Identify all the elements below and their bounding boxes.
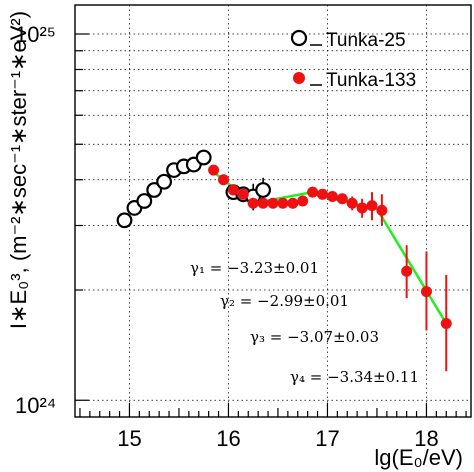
legend-marker-tunka-25 [290,29,308,47]
x-tick-label: 18 [414,426,438,451]
data-point-tunka-133 [401,265,413,277]
data-point-tunka-133 [277,197,289,209]
plot-frame [74,4,472,418]
legend-marker-tunka-133 [293,72,305,84]
data-point-tunka-133 [237,188,249,200]
y-axis-label: I∗E₀³, (m⁻²∗sec⁻¹∗ster⁻¹∗eV²) [6,11,31,329]
x-axis-label: lg(E₀/eV) [374,445,463,470]
data-point-tunka-133 [257,197,269,209]
data-point-tunka-133 [307,186,319,198]
x-tick-label: 17 [315,426,339,451]
data-point-tunka-25 [156,173,173,190]
data-point-tunka-25 [146,182,163,198]
legend-label-tunka-25: Tunka-25 [326,30,406,51]
data-point-tunka-133 [218,174,229,186]
axis-ticks: 15 16 17 18 [75,33,467,451]
data-point-tunka-25 [255,182,272,198]
data-point-tunka-133 [317,188,328,200]
data-point-tunka-25 [116,212,133,229]
annotation-gamma-3: γ₃ = −3.07±0.03 [250,328,379,346]
x-tick-label: 15 [117,426,141,451]
data-point-tunka-133 [287,197,299,209]
x-tick-label: 16 [216,426,240,451]
data-point-tunka-25 [136,193,153,209]
annotation-gamma-2: γ₂ = −2.99±0.01 [220,292,349,310]
data-point-tunka-25 [195,149,212,166]
data-point-tunka-133 [227,184,239,196]
legend-label-tunka-133: Tunka-133 [326,70,416,91]
data-point-tunka-133 [267,197,279,209]
annotation-gamma-4: γ₄ = −3.34±0.11 [290,368,419,386]
data-point-tunka-133 [356,202,368,214]
data-point-tunka-133 [420,286,432,298]
data-point-tunka-133 [346,197,358,209]
data-point-tunka-133 [440,318,452,330]
data-point-tunka-133 [336,193,348,205]
data-points [116,149,452,330]
data-point-tunka-133 [376,204,388,216]
data-point-tunka-133 [326,191,338,203]
data-point-tunka-133 [208,164,220,176]
y-tick-label-bottom: 10²⁴ [15,393,56,418]
data-point-tunka-133 [247,197,259,209]
legend: Tunka-25 Tunka-133 [290,29,416,91]
data-point-tunka-133 [366,200,378,212]
grid [75,5,471,417]
y-tick-label-top: 10²⁵ [15,22,56,47]
data-point-tunka-133 [297,195,309,207]
annotation-gamma-1: γ₁ = −3.23±0.01 [190,259,319,277]
